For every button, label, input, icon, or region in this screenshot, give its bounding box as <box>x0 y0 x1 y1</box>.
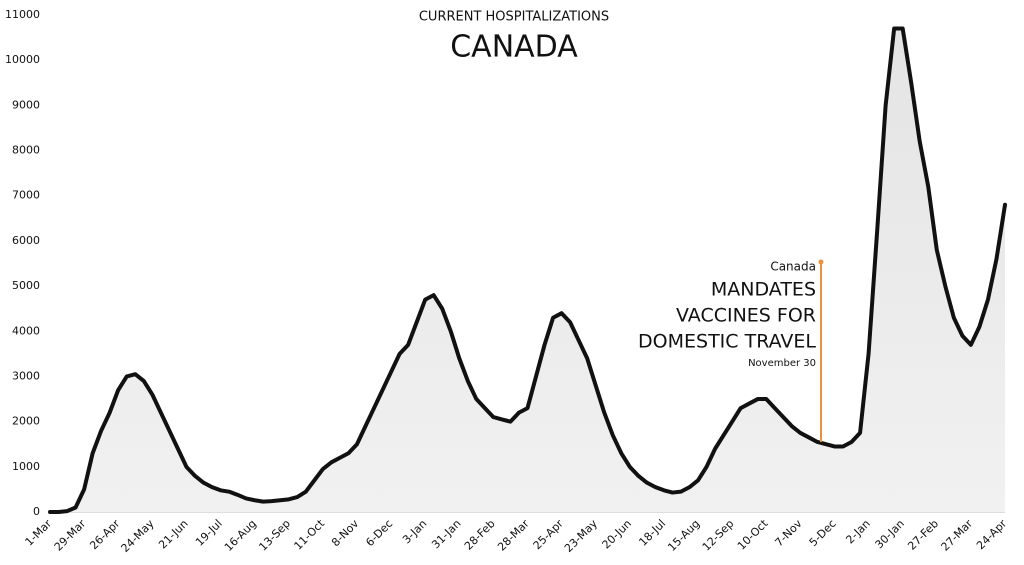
x-tick-label: 28-Feb <box>462 517 498 553</box>
annotation-dot <box>818 259 824 265</box>
x-tick-label: 25-Apr <box>531 517 567 553</box>
annotation-text: DOMESTIC TRAVEL <box>638 331 816 353</box>
x-tick-label: 21-Jun <box>156 517 191 552</box>
x-tick-label: 24-May <box>119 517 157 555</box>
annotation-text: MANDATES <box>711 279 816 301</box>
x-tick-label: 16-Aug <box>222 517 259 554</box>
x-tick-label: 26-Apr <box>87 517 123 553</box>
x-tick-label: 24-Apr <box>974 517 1010 553</box>
y-tick-label: 3000 <box>12 369 40 382</box>
line <box>48 26 1007 514</box>
x-tick-label: 10-Oct <box>735 517 771 553</box>
x-tick-label: 15-Aug <box>665 517 702 554</box>
y-tick-label: 11000 <box>5 8 40 21</box>
x-tick-label: 27-Mar <box>939 517 976 554</box>
x-tick-label: 20-Jun <box>600 517 635 552</box>
chart-subtitle: CANADA <box>450 30 578 65</box>
x-tick-label: 18-Jul <box>636 517 668 549</box>
y-tick-label: 5000 <box>12 279 40 292</box>
y-tick-label: 2000 <box>12 415 40 428</box>
y-tick-label: 9000 <box>12 98 40 111</box>
x-tick-label: 8-Nov <box>329 517 361 549</box>
y-tick-label: 1000 <box>12 460 40 473</box>
x-tick-label: 11-Oct <box>292 517 328 553</box>
x-tick-label: 2-Jan <box>843 517 872 546</box>
annotation-place: Canada <box>770 260 816 274</box>
x-tick-label: 5-Dec <box>807 517 839 549</box>
x-tick-label: 3-Jan <box>400 517 429 546</box>
chart-title: CURRENT HOSPITALIZATIONS <box>419 10 609 25</box>
annotation-text: VACCINES FOR <box>676 305 816 327</box>
x-tick-label: 12-Sep <box>700 517 737 554</box>
y-tick-label: 0 <box>33 505 40 518</box>
annotation: Canada MANDATES VACCINES FOR DOMESTIC TR… <box>638 259 824 442</box>
x-tick-label: 6-Dec <box>363 517 395 549</box>
x-tick-label: 19-Jul <box>193 517 225 549</box>
y-tick-label: 6000 <box>12 234 40 247</box>
x-tick-label: 31-Jan <box>429 517 463 551</box>
x-tick-label: 30-Jan <box>873 517 907 551</box>
annotation-date: November 30 <box>748 358 816 369</box>
y-tick-label: 4000 <box>12 324 40 337</box>
x-tick-label: 23-May <box>562 517 600 555</box>
x-tick-label: 28-Mar <box>495 517 532 554</box>
y-tick-label: 8000 <box>12 144 40 157</box>
x-tick-label: 27-Feb <box>905 517 941 553</box>
x-tick-label: 13-Sep <box>256 517 293 554</box>
y-tick-label: 10000 <box>5 53 40 66</box>
x-tick-label: 29-Mar <box>52 517 89 554</box>
area-fill <box>50 28 1005 513</box>
x-tick-label: 1-Mar <box>23 517 55 549</box>
x-tick-label: 7-Nov <box>772 517 804 549</box>
y-tick-label: 7000 <box>12 189 40 202</box>
